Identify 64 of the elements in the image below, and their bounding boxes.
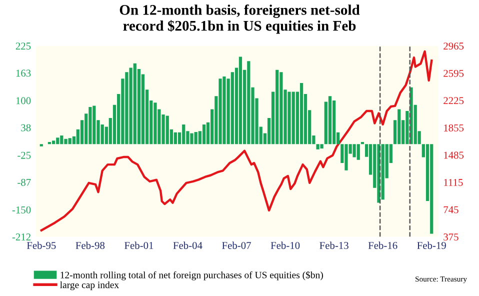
bar bbox=[154, 102, 157, 144]
bar bbox=[300, 83, 304, 144]
y-tick-label: 38 bbox=[21, 124, 31, 132]
bar bbox=[398, 109, 401, 144]
y2-tick-label: 1115 bbox=[444, 178, 463, 186]
y-tick-label: -212 bbox=[12, 234, 30, 240]
bar bbox=[320, 144, 324, 149]
bar bbox=[129, 68, 132, 144]
bar bbox=[92, 106, 96, 144]
y2-tick-label: 375 bbox=[444, 234, 458, 241]
x-tick-label: Feb-95 bbox=[26, 242, 56, 249]
bar bbox=[133, 63, 136, 144]
y-tick-label: -150 bbox=[12, 206, 31, 214]
y2-tick-label: 2595 bbox=[444, 70, 464, 77]
legend-label: large cap index bbox=[60, 281, 119, 290]
x-tick-label: Feb-16 bbox=[368, 242, 398, 249]
y-tick-label: 225 bbox=[16, 42, 31, 50]
y2-tick-label: 1485 bbox=[444, 152, 464, 159]
x-tick-label: Feb-04 bbox=[173, 242, 202, 249]
bar bbox=[68, 138, 72, 144]
y-tick-label: 100 bbox=[16, 97, 31, 104]
legend-label: 12-month rolling total of net foreign purchases of US equities ($bn) bbox=[60, 271, 323, 280]
y2-tick-label: 745 bbox=[444, 206, 458, 214]
y2-tick-label: 1855 bbox=[444, 124, 464, 132]
x-tick-label: Feb-10 bbox=[270, 242, 300, 249]
bar bbox=[292, 92, 295, 144]
x-tick-label: Feb-19 bbox=[417, 242, 446, 249]
bar bbox=[328, 96, 332, 144]
chart-title: On 12-month basis, foreigners net-sold record $205.1bn in US equities in Feb bbox=[120, 4, 360, 34]
y-tick-label: -87 bbox=[18, 178, 31, 186]
bar bbox=[190, 133, 194, 144]
y2-tick-label: 2225 bbox=[444, 97, 464, 104]
y2-tick-label: 2965 bbox=[444, 42, 464, 50]
bar bbox=[352, 144, 356, 158]
bar bbox=[194, 132, 198, 144]
bar bbox=[60, 135, 64, 144]
x-tick-label: Feb-01 bbox=[124, 242, 154, 249]
bar bbox=[182, 124, 186, 144]
x-tick-label: Feb-13 bbox=[320, 242, 348, 249]
bar bbox=[52, 140, 56, 144]
bar bbox=[88, 107, 92, 144]
bar bbox=[174, 132, 177, 144]
y-tick-label: -25 bbox=[18, 152, 31, 159]
bar bbox=[202, 124, 206, 144]
line-series bbox=[40, 50, 433, 232]
bar bbox=[238, 56, 242, 144]
bar bbox=[381, 144, 384, 200]
bar bbox=[218, 78, 222, 144]
bar bbox=[288, 92, 291, 144]
bar bbox=[276, 70, 279, 144]
bar bbox=[316, 144, 320, 150]
bar bbox=[344, 144, 348, 170]
bar bbox=[280, 72, 283, 144]
x-tick-label: Feb-98 bbox=[76, 242, 105, 249]
bar bbox=[247, 61, 250, 144]
y-tick-label: 163 bbox=[16, 70, 31, 77]
bar bbox=[356, 144, 360, 160]
bar bbox=[64, 138, 68, 144]
bar bbox=[222, 76, 226, 144]
x-tick-label: Feb-07 bbox=[222, 242, 251, 249]
bar bbox=[56, 138, 60, 144]
bar bbox=[332, 100, 336, 144]
bar bbox=[430, 144, 434, 234]
bar bbox=[166, 116, 169, 144]
